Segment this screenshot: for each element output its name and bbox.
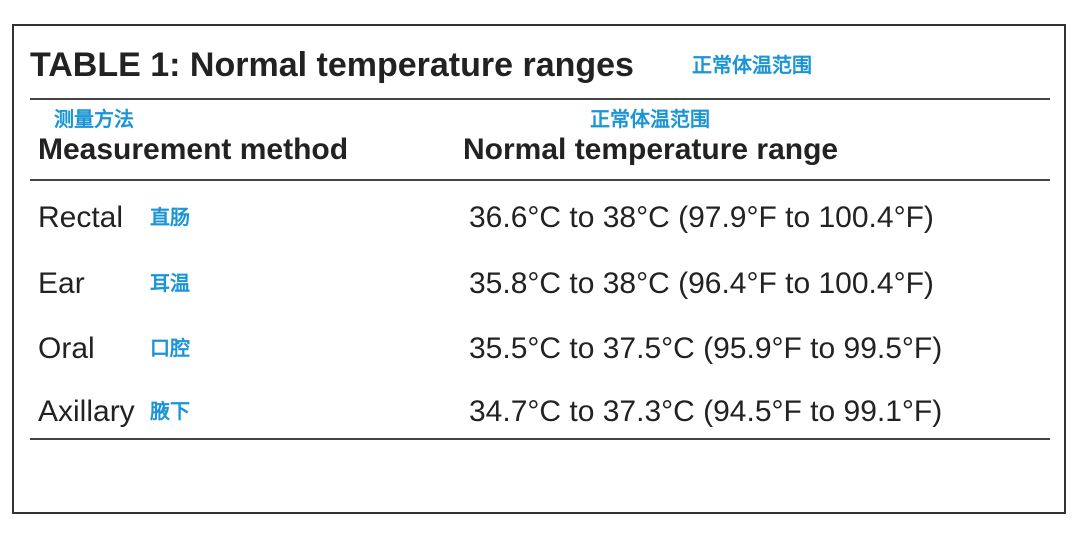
range-cell: 36.6°C to 38°C (97.9°F to 100.4°F) — [469, 201, 934, 234]
table-title: TABLE 1: Normal temperature ranges — [30, 46, 634, 84]
method-cell: Axillary — [38, 395, 135, 428]
bottom-rule — [30, 438, 1050, 440]
range-cell: 34.7°C to 37.3°C (94.5°F to 99.1°F) — [469, 395, 943, 428]
header-cell: Normal temperature range — [463, 133, 839, 166]
method-cell: Oral — [38, 332, 95, 365]
method-annotation: 直肠 — [150, 207, 190, 229]
header-annotation: 测量方法 — [54, 109, 134, 131]
method-cell: Rectal — [38, 201, 124, 234]
table-frame — [12, 24, 1066, 514]
header-annotation: 正常体温范围 — [590, 109, 710, 131]
title-annotation: 正常体温范围 — [692, 55, 812, 77]
method-annotation: 耳温 — [150, 273, 190, 295]
header-cell: Measurement method — [38, 133, 349, 166]
range-cell: 35.5°C to 37.5°C (95.9°F to 99.5°F) — [469, 332, 943, 365]
top-rule — [30, 98, 1050, 100]
method-annotation: 腋下 — [150, 401, 190, 423]
method-cell: Ear — [38, 267, 85, 300]
method-annotation: 口腔 — [150, 338, 190, 360]
range-cell: 35.8°C to 38°C (96.4°F to 100.4°F) — [469, 267, 934, 300]
header-rule — [30, 179, 1050, 181]
